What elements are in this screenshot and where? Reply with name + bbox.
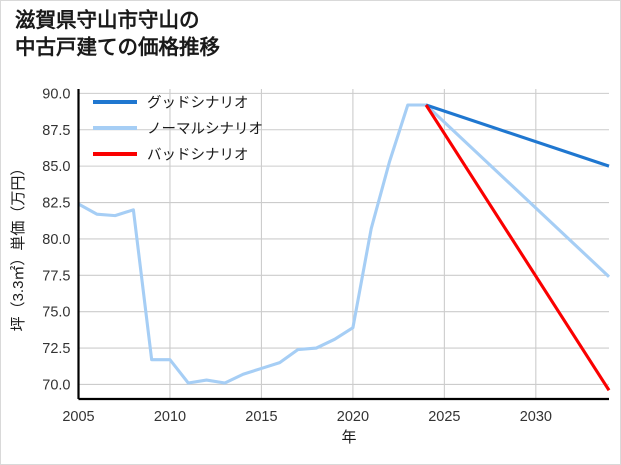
series-line xyxy=(425,103,610,168)
y-axis-tick-label: 72.5 xyxy=(42,341,70,357)
x-axis-title: 年 xyxy=(341,429,356,446)
legend-label: ノーマルシナリオ xyxy=(147,122,263,138)
chart-title-line2: 中古戸建ての価格推移 xyxy=(15,36,220,60)
legend-label: バッドシナリオ xyxy=(147,148,249,164)
y-axis-tick-labels: 70.0 72.5 75.0 77.5 80.0 82.5 85.0 87.5 90.0 xyxy=(42,86,70,393)
y-axis-tick-label: 70.0 xyxy=(42,377,70,393)
x-axis-tick-label: 2015 xyxy=(245,409,277,425)
y-axis-title: 坪（3.3㎡）単価（万円） xyxy=(10,161,27,332)
y-axis-tick-label: 75.0 xyxy=(42,305,70,321)
y-axis-tick-label: 80.0 xyxy=(42,232,70,248)
chart-title-line1: 滋賀県守山市守山の xyxy=(15,9,200,32)
axis-spines xyxy=(77,89,609,401)
series-lines xyxy=(77,103,611,392)
x-axis-tick-label: 2025 xyxy=(428,409,460,425)
x-axis-tick-label: 2030 xyxy=(520,409,552,425)
x-axis-tick-labels: 2005 2010 2015 2020 2025 2030 xyxy=(62,409,552,425)
series-line xyxy=(424,104,611,392)
chart-title: 滋賀県守山市守山の 中古戸建ての価格推移 xyxy=(15,7,220,61)
y-axis-tick-label: 82.5 xyxy=(42,196,70,212)
x-axis-tick-label: 2020 xyxy=(337,409,369,425)
y-axis-tick-label: 77.5 xyxy=(42,268,70,284)
series-line xyxy=(77,103,611,385)
y-axis-tick-label: 85.0 xyxy=(42,159,70,175)
x-axis-tick-label: 2005 xyxy=(62,409,94,425)
y-axis-tick-label: 87.5 xyxy=(42,123,70,139)
x-axis-tick-label: 2010 xyxy=(154,409,186,425)
y-axis-tick-label: 90.0 xyxy=(42,86,70,102)
legend-label: グッドシナリオ xyxy=(147,95,249,112)
